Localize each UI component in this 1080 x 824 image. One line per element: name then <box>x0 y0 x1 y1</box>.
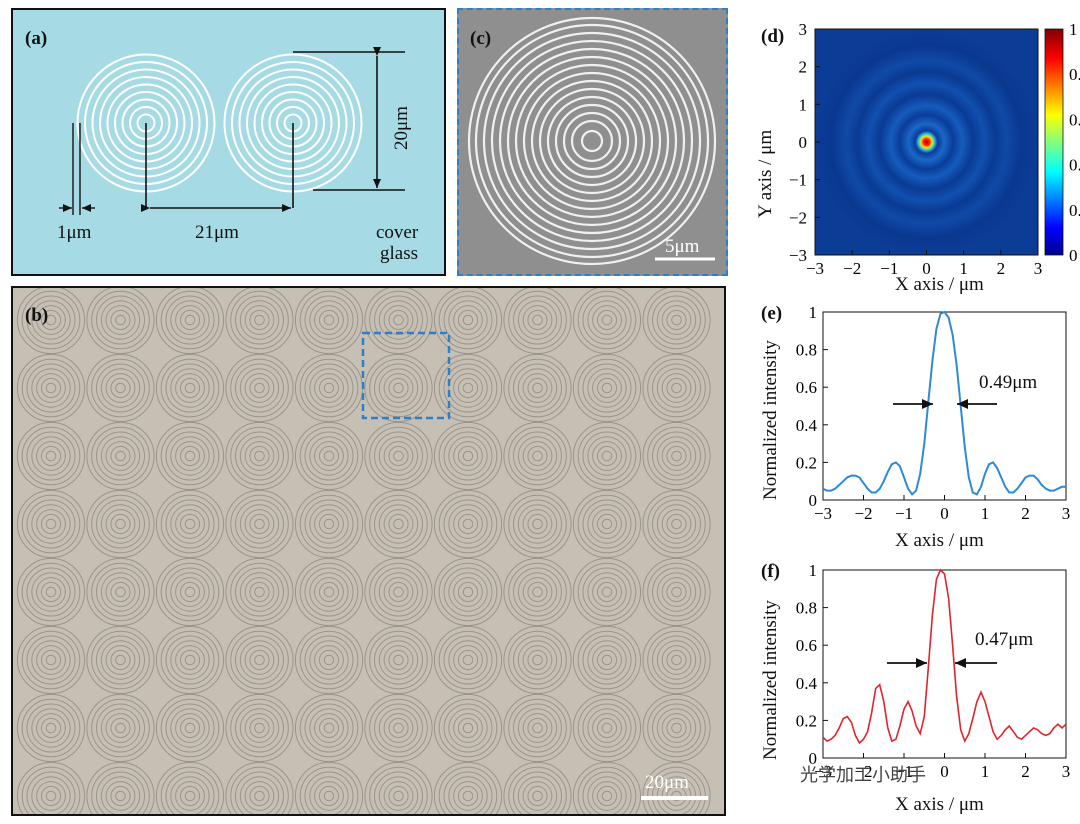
x-tick: −1 <box>895 762 913 781</box>
x-tick: −3 <box>814 504 832 523</box>
highlight-box <box>361 331 451 420</box>
x-tick-d: 3 <box>1034 259 1043 278</box>
fwhm-label-e: 0.49μm <box>979 372 1038 393</box>
panel-f-profile: −3 −2 −1 0 1 2 3 1 0.8 0.6 0.4 0.2 0 (f) 0.47μm X ax… <box>735 558 1080 824</box>
y-tick: 0.6 <box>796 378 817 397</box>
scale-label-c: 5μm <box>665 236 700 257</box>
x-tick: 2 <box>1021 504 1030 523</box>
y-tick-d: −3 <box>789 246 807 265</box>
x-tick: −3 <box>814 762 832 781</box>
x-tick-d: −1 <box>880 259 898 278</box>
panel-a-label: (a) <box>25 28 48 49</box>
y-tick: 1 <box>809 561 818 580</box>
panel-e-label: (e) <box>761 303 783 324</box>
x-tick: 0 <box>940 504 949 523</box>
colorbar-tick: 0. <box>1069 201 1080 220</box>
panel-f-label: (f) <box>761 561 780 582</box>
panel-d-psf-map: (d) <box>735 8 1080 298</box>
y-axis-label-d: Y axis / μm <box>755 129 776 218</box>
panel-d-drawing: −3 −2 −1 0 1 2 3 3 2 1 0 −1 −2 −3 1 0. 0. 0. 0. 0 <box>789 20 1080 278</box>
y-tick-d: 3 <box>799 20 808 39</box>
colorbar-tick: 1 <box>1069 20 1078 39</box>
panel-b-label: (b) <box>25 305 49 326</box>
label-20um: 20μm <box>391 106 412 150</box>
panel-b-optical-image: (b) 20μm <box>11 286 726 816</box>
y-tick-d: −2 <box>789 208 807 227</box>
x-axis-ticks-d: −3 −2 −1 0 1 2 3 <box>806 250 1042 278</box>
colorbar-tick: 0 <box>1069 246 1078 265</box>
y-tick-d: −1 <box>789 171 807 190</box>
label-21um: 21μm <box>195 222 239 243</box>
watermark-text: 光学加工小助手 <box>800 765 926 786</box>
y-axis-label-f: Normalized intensity <box>760 600 781 760</box>
x-tick: 1 <box>981 504 990 523</box>
x-axis-label-f: X axis / μm <box>895 794 984 815</box>
y-tick-d: 2 <box>799 58 808 77</box>
panel-c-drawing <box>467 16 717 266</box>
y-tick: 0 <box>809 491 818 510</box>
panel-e-chart: −3 −2 −1 0 1 2 3 1 0.8 0.6 0.4 0.2 0 <box>796 303 1071 523</box>
y-tick-d: 1 <box>799 95 808 114</box>
series-line-e <box>822 310 1066 496</box>
y-tick: 0.2 <box>796 453 817 472</box>
panel-a-schematic: (a) 1μm 21μm 20μm cover glass <box>11 8 446 276</box>
label-glass: glass <box>380 243 418 264</box>
scale-label-b: 20μm <box>645 772 689 793</box>
x-tick-d: 1 <box>959 259 968 278</box>
x-tick-d: −2 <box>843 259 861 278</box>
panel-f-chart: −3 −2 −1 0 1 2 3 1 0.8 0.6 0.4 0.2 0 <box>796 561 1071 781</box>
colorbar-tick: 0. <box>1069 156 1080 175</box>
x-tick: 3 <box>1062 504 1071 523</box>
panel-d-label: (d) <box>761 26 785 47</box>
y-axis-label-e: Normalized intensity <box>760 340 781 500</box>
colorbar-tick: 0. <box>1069 65 1080 84</box>
panel-b-drawing <box>16 288 711 814</box>
fwhm-label-f: 0.47μm <box>975 629 1034 650</box>
x-axis-label-d: X axis / μm <box>895 274 984 295</box>
x-tick-d: −3 <box>806 259 824 278</box>
x-tick-d: 0 <box>922 259 931 278</box>
x-tick: −2 <box>854 504 872 523</box>
panel-c-sem-image: (c) 5μm <box>457 8 728 276</box>
y-tick: 0.4 <box>796 416 818 435</box>
y-axis-ticks-d: 3 2 1 0 −1 −2 −3 <box>789 20 820 265</box>
y-tick: 0.8 <box>796 341 817 360</box>
y-tick: 0 <box>809 749 818 768</box>
label-cover: cover <box>376 222 419 243</box>
series-line-f <box>822 568 1067 745</box>
panel-e-profile: −3 −2 −1 0 1 2 3 1 0.8 0.6 0.4 0.2 0 (e) 0.49μm X ax… <box>735 300 1080 558</box>
x-tick-d: 2 <box>997 259 1006 278</box>
colorbar <box>1044 28 1064 256</box>
label-1um: 1μm <box>57 222 92 243</box>
y-tick-d: 0 <box>799 133 808 152</box>
x-tick: 0 <box>940 762 949 781</box>
y-tick: 1 <box>809 303 818 322</box>
x-tick: 3 <box>1062 762 1071 781</box>
panel-a-drawing <box>59 47 405 215</box>
y-tick: 0.8 <box>796 599 817 618</box>
sem-zone-rings <box>467 16 717 266</box>
y-tick: 0.6 <box>796 636 817 655</box>
colorbar-ticks: 1 0. 0. 0. 0. 0 <box>1069 20 1080 265</box>
x-tick: −2 <box>854 762 872 781</box>
lens-array <box>16 288 711 814</box>
psf-heatmap <box>815 29 1038 255</box>
colorbar-tick: 0. <box>1069 110 1080 129</box>
panel-c-label: (c) <box>470 28 492 49</box>
y-tick: 0.2 <box>796 711 817 730</box>
x-tick: 2 <box>1021 762 1030 781</box>
x-axis-label-e: X axis / μm <box>895 530 984 551</box>
y-tick: 0.4 <box>796 674 818 693</box>
x-tick: −1 <box>895 504 913 523</box>
x-tick: 1 <box>981 762 990 781</box>
